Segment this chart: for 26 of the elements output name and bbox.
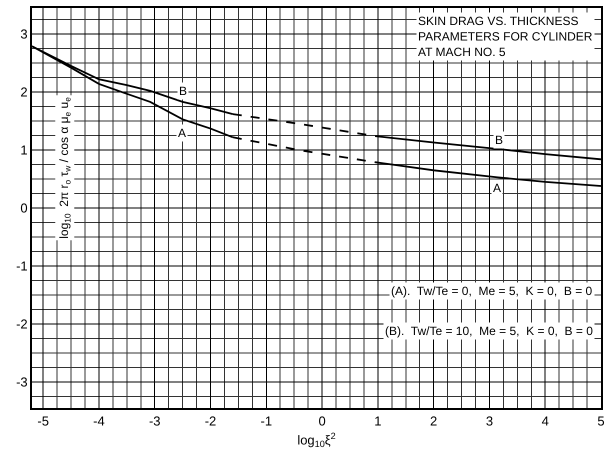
x-axis-title: log$_{10}$ξ$^{2}$ bbox=[297, 430, 336, 450]
annotation: B bbox=[179, 84, 188, 98]
x-tick-label: 0 bbox=[318, 413, 326, 428]
annotation: (A). Tw/Te = 0, Me = 5, K = 0, B = 0 bbox=[391, 284, 593, 298]
x-tick-label: -5 bbox=[37, 413, 49, 428]
x-tick-label: -2 bbox=[204, 413, 216, 428]
x-tick-label: -4 bbox=[93, 413, 105, 428]
x-tick-label: 3 bbox=[486, 413, 494, 428]
annotation: (B). Tw/Te = 10, Me = 5, K = 0, B = 0 bbox=[385, 324, 594, 338]
y-tick-label: 0 bbox=[20, 200, 28, 216]
y-tick-label: -1 bbox=[16, 258, 28, 274]
text: SKIN DRAG VS. THICKNESS PARAMETERS FOR CYLINDER AT MACH NO. 5 bbox=[418, 14, 593, 60]
x-tick-label: 5 bbox=[597, 413, 605, 428]
y-tick-label: 2 bbox=[20, 84, 28, 100]
annotation: B bbox=[495, 133, 504, 147]
x-tick-label: 2 bbox=[430, 413, 438, 428]
y-tick-label: -3 bbox=[16, 374, 28, 390]
y-tick-label: 1 bbox=[20, 142, 28, 158]
annotation: A bbox=[178, 126, 186, 140]
x-tick-label: -1 bbox=[260, 413, 272, 428]
y-tick-label: 3 bbox=[20, 26, 28, 42]
x-tick-label: 1 bbox=[374, 413, 382, 428]
y-tick-label: -2 bbox=[16, 316, 28, 332]
x-tick-label: 4 bbox=[542, 413, 549, 428]
annotation: A bbox=[493, 181, 502, 195]
x-tick-label: -3 bbox=[148, 413, 161, 428]
